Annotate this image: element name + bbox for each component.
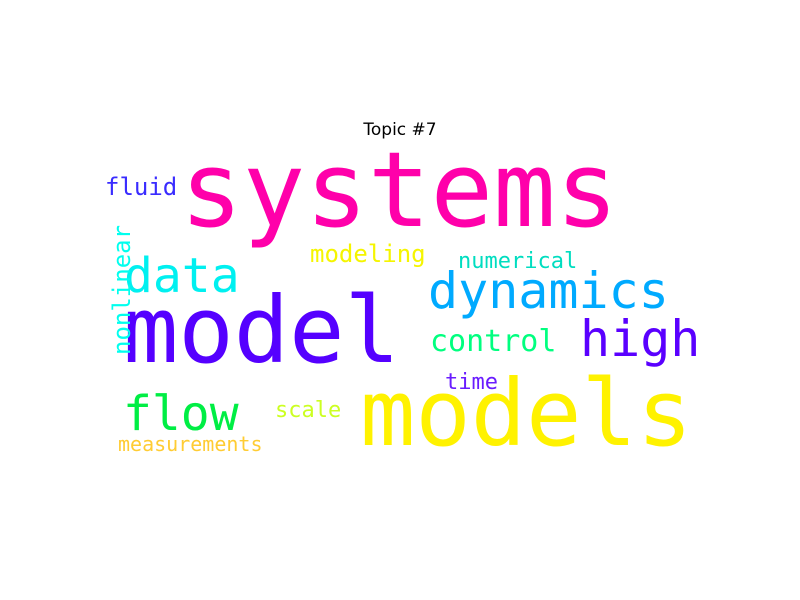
word-models: models (360, 360, 693, 467)
word-data: data (124, 248, 240, 304)
chart-title: Topic #7 (363, 120, 437, 140)
word-control: control (430, 324, 557, 359)
word-measurements: measurements (118, 432, 263, 456)
word-flow: flow (123, 386, 239, 442)
word-nonlinear: nonlinear (108, 224, 136, 355)
word-numerical: numerical (458, 249, 578, 274)
word-high: high (580, 310, 701, 368)
word-cloud: systems model models dynamics high data … (100, 138, 720, 467)
word-model: model (123, 277, 400, 384)
word-dynamics: dynamics (428, 262, 669, 320)
word-systems: systems (180, 129, 619, 251)
word-fluid: fluid (105, 173, 178, 201)
word-modeling: modeling (310, 240, 426, 268)
word-scale: scale (275, 398, 342, 423)
word-time: time (445, 370, 498, 395)
